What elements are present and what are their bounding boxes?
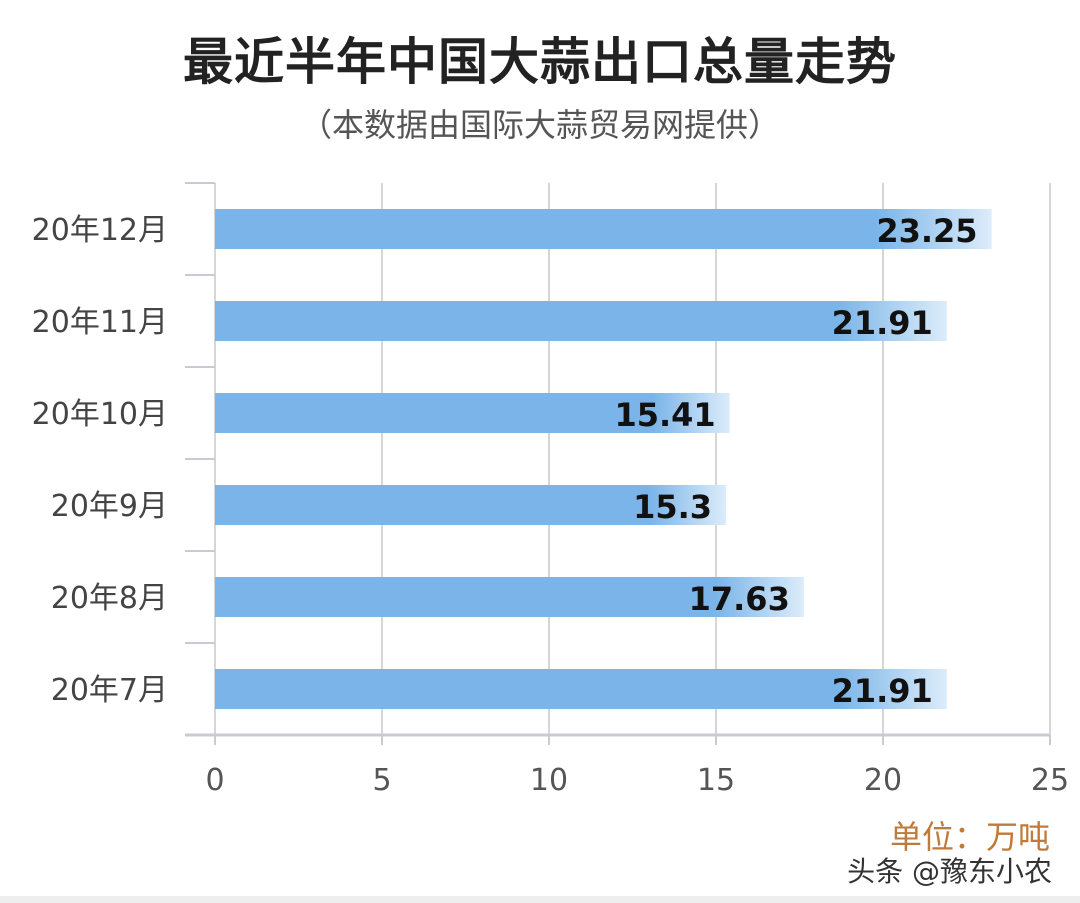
- x-tick-label: 5: [372, 763, 391, 798]
- category-label: 20年7月: [51, 673, 168, 708]
- bar: [215, 577, 804, 617]
- x-tick-label: 20: [864, 763, 902, 798]
- bar: [215, 209, 992, 249]
- watermark: 头条 @豫东小农: [847, 855, 1052, 888]
- bottom-strip: [0, 896, 1080, 903]
- value-label: 21.91: [832, 304, 933, 342]
- chart-title: 最近半年中国大蒜出口总量走势: [183, 33, 897, 91]
- x-tick-label: 25: [1031, 763, 1069, 798]
- bar: [215, 485, 727, 525]
- unit-label: 单位：万吨: [889, 818, 1050, 856]
- bar: [215, 301, 947, 341]
- category-label: 20年11月: [32, 305, 168, 340]
- value-label: 15.41: [614, 396, 715, 434]
- bar: [215, 669, 947, 709]
- value-label: 17.63: [689, 580, 790, 618]
- x-tick-label: 10: [530, 763, 568, 798]
- category-label: 20年8月: [51, 581, 168, 616]
- category-label: 20年9月: [51, 489, 168, 524]
- x-tick-label: 15: [697, 763, 735, 798]
- value-label: 23.25: [876, 212, 977, 250]
- category-label: 20年12月: [32, 213, 168, 248]
- value-label: 21.91: [832, 672, 933, 710]
- bar: [215, 393, 730, 433]
- category-label: 20年10月: [32, 397, 168, 432]
- chart-subtitle: （本数据由国际大蒜贸易网提供）: [299, 106, 780, 144]
- value-label: 15.3: [633, 488, 712, 526]
- x-tick-label: 0: [205, 763, 224, 798]
